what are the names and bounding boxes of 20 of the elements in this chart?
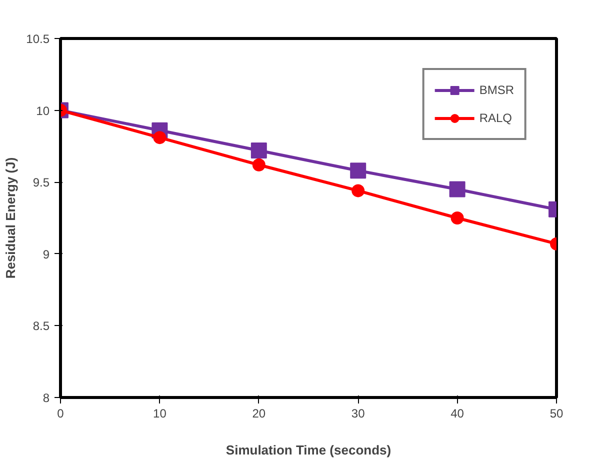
x-tick-label: 40 — [450, 406, 464, 420]
y-tick-label: 9 — [42, 247, 50, 262]
point — [350, 162, 366, 179]
x-axis-title: Simulation Time (seconds) — [226, 442, 392, 458]
y-axis-title: Residual Energy (J) — [3, 157, 18, 279]
x-tick-label: 30 — [351, 406, 366, 420]
y-tick-label: 8 — [42, 391, 50, 405]
point — [352, 184, 365, 198]
x-tick-label: 20 — [252, 406, 266, 420]
x-tick-label: 10 — [153, 406, 167, 420]
legend-label: BMSR — [479, 83, 514, 97]
y-tick-label: 10 — [36, 104, 50, 118]
x-tick-label: 50 — [550, 406, 564, 420]
point — [252, 158, 266, 172]
legend-label: RALQ — [479, 111, 512, 125]
y-tick-label: 10.5 — [26, 32, 50, 46]
y-tick-label: 8.5 — [32, 319, 50, 334]
x-tick-label: 0 — [57, 406, 64, 420]
y-tick-label: 9.5 — [32, 176, 50, 190]
point — [250, 142, 267, 159]
